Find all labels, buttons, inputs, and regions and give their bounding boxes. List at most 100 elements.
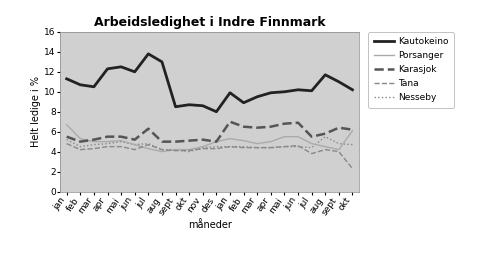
Line: Porsanger: Porsanger	[67, 125, 352, 152]
Porsanger	[159, 150, 165, 153]
Nesseby	[336, 142, 342, 145]
Nesseby	[104, 142, 110, 145]
Nesseby	[295, 145, 301, 148]
Porsanger	[64, 123, 70, 126]
Kautokeino	[214, 110, 220, 113]
Tana	[214, 147, 220, 150]
Y-axis label: Helt ledige i %: Helt ledige i %	[31, 76, 41, 147]
Karasjok	[241, 125, 247, 128]
Porsanger	[145, 147, 151, 150]
Karasjok	[200, 138, 206, 141]
Nesseby	[254, 146, 260, 149]
Porsanger	[77, 137, 83, 140]
Tana	[118, 145, 124, 148]
Porsanger	[132, 143, 138, 146]
Kautokeino	[64, 77, 70, 80]
Kautokeino	[322, 73, 328, 76]
Line: Tana: Tana	[67, 144, 352, 169]
Nesseby	[241, 145, 247, 148]
Nesseby	[309, 146, 315, 149]
Kautokeino	[336, 80, 342, 83]
Karasjok	[132, 138, 138, 141]
Tana	[309, 152, 315, 155]
Porsanger	[118, 139, 124, 142]
Porsanger	[336, 148, 342, 151]
Nesseby	[200, 146, 206, 149]
Line: Nesseby: Nesseby	[67, 137, 352, 152]
Porsanger	[214, 140, 220, 143]
Nesseby	[186, 150, 192, 153]
Tana	[281, 145, 287, 148]
Tana	[159, 148, 165, 151]
X-axis label: måneder: måneder	[188, 220, 232, 230]
Nesseby	[77, 145, 83, 148]
Nesseby	[349, 143, 355, 146]
Porsanger	[104, 140, 110, 143]
Karasjok	[159, 140, 165, 143]
Kautokeino	[227, 91, 233, 94]
Karasjok	[227, 120, 233, 123]
Porsanger	[309, 142, 315, 145]
Nesseby	[118, 140, 124, 143]
Nesseby	[268, 146, 274, 149]
Karasjok	[118, 135, 124, 138]
Kautokeino	[173, 105, 179, 108]
Kautokeino	[349, 88, 355, 91]
Kautokeino	[118, 65, 124, 68]
Nesseby	[91, 143, 97, 146]
Kautokeino	[281, 90, 287, 93]
Nesseby	[159, 148, 165, 151]
Porsanger	[268, 140, 274, 143]
Tana	[322, 148, 328, 151]
Nesseby	[173, 148, 179, 151]
Kautokeino	[309, 89, 315, 92]
Tana	[173, 149, 179, 152]
Karasjok	[254, 126, 260, 129]
Tana	[132, 148, 138, 151]
Tana	[349, 167, 355, 170]
Tana	[77, 148, 83, 151]
Porsanger	[349, 129, 355, 132]
Tana	[200, 147, 206, 150]
Kautokeino	[159, 60, 165, 63]
Porsanger	[173, 148, 179, 151]
Line: Karasjok: Karasjok	[67, 122, 352, 142]
Karasjok	[336, 126, 342, 129]
Karasjok	[295, 121, 301, 124]
Karasjok	[268, 125, 274, 128]
Kautokeino	[268, 91, 274, 94]
Tana	[268, 146, 274, 149]
Kautokeino	[200, 104, 206, 107]
Porsanger	[227, 137, 233, 140]
Tana	[186, 149, 192, 152]
Nesseby	[322, 135, 328, 138]
Nesseby	[281, 145, 287, 148]
Kautokeino	[145, 52, 151, 55]
Porsanger	[254, 142, 260, 145]
Tana	[91, 147, 97, 150]
Tana	[295, 144, 301, 147]
Karasjok	[77, 140, 83, 143]
Karasjok	[186, 139, 192, 142]
Nesseby	[64, 138, 70, 141]
Porsanger	[186, 148, 192, 151]
Tana	[241, 146, 247, 149]
Tana	[227, 145, 233, 148]
Kautokeino	[295, 88, 301, 91]
Porsanger	[295, 135, 301, 138]
Nesseby	[227, 145, 233, 148]
Porsanger	[200, 145, 206, 148]
Karasjok	[64, 135, 70, 138]
Porsanger	[241, 139, 247, 142]
Kautokeino	[132, 70, 138, 73]
Line: Kautokeino: Kautokeino	[67, 54, 352, 112]
Nesseby	[214, 145, 220, 148]
Karasjok	[322, 132, 328, 135]
Nesseby	[145, 142, 151, 145]
Tana	[336, 150, 342, 153]
Tana	[254, 146, 260, 149]
Porsanger	[281, 135, 287, 138]
Porsanger	[91, 140, 97, 143]
Nesseby	[132, 143, 138, 146]
Karasjok	[309, 135, 315, 138]
